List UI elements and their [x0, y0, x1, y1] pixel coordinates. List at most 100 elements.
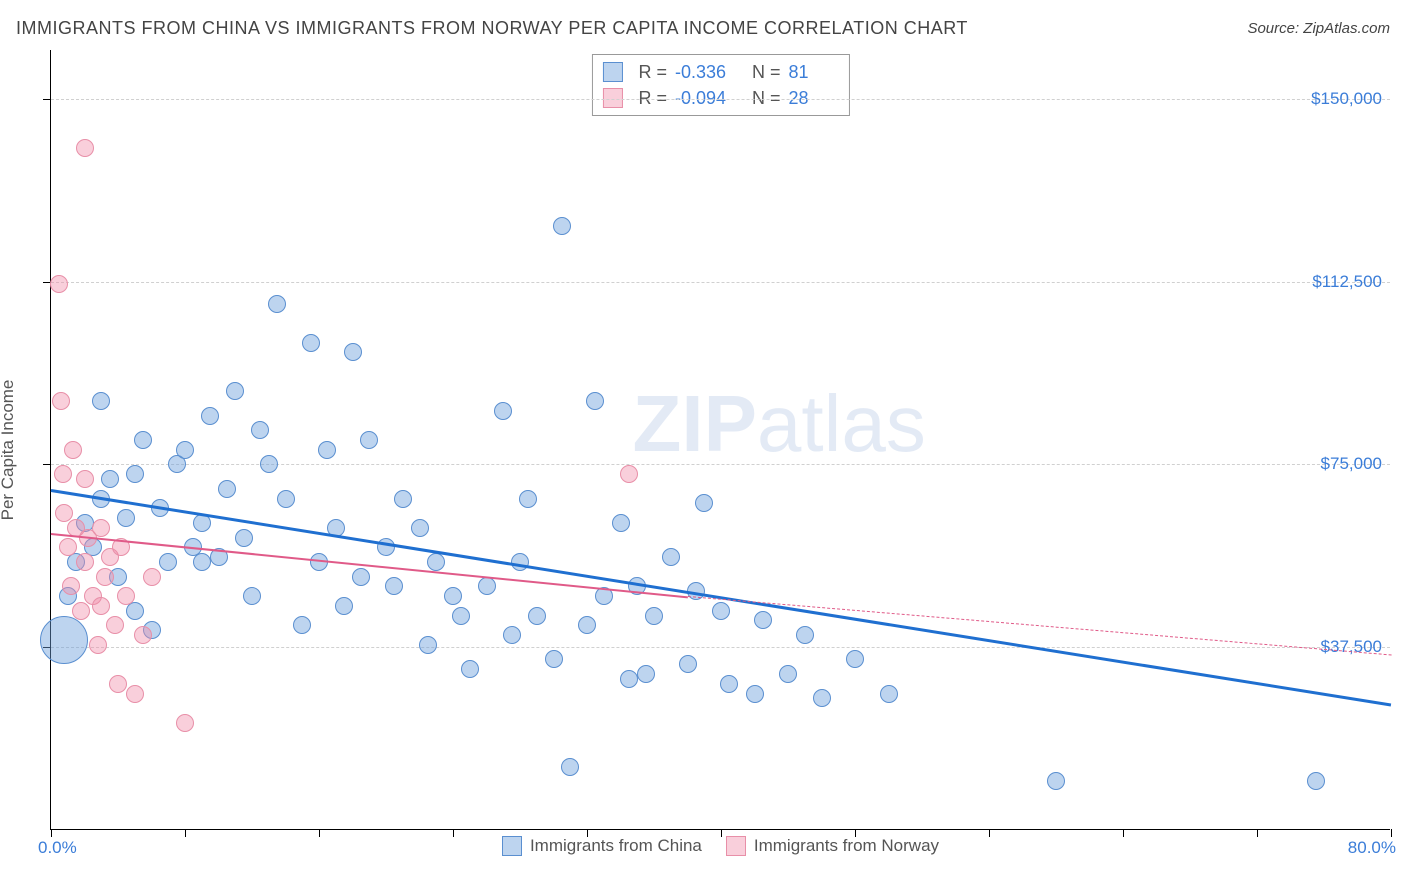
data-point — [394, 490, 412, 508]
data-point — [226, 382, 244, 400]
data-point — [712, 602, 730, 620]
data-point — [201, 407, 219, 425]
data-point — [461, 660, 479, 678]
data-point — [251, 421, 269, 439]
plot-area: ZIPatlas R = -0.336 N = 81R = -0.094 N =… — [50, 50, 1390, 830]
data-point — [109, 675, 127, 693]
data-point — [779, 665, 797, 683]
data-point — [620, 465, 638, 483]
data-point — [637, 665, 655, 683]
data-point — [720, 675, 738, 693]
data-point — [50, 275, 68, 293]
data-point — [318, 441, 336, 459]
data-point — [235, 529, 253, 547]
data-point — [846, 650, 864, 668]
data-point — [101, 470, 119, 488]
y-tick-label: $112,500 — [1312, 272, 1382, 292]
data-point — [76, 553, 94, 571]
data-point — [89, 636, 107, 654]
data-point — [277, 490, 295, 508]
data-point — [352, 568, 370, 586]
data-point — [494, 402, 512, 420]
data-point — [478, 577, 496, 595]
data-point — [76, 139, 94, 157]
data-point — [586, 392, 604, 410]
gridline — [51, 99, 1390, 100]
data-point — [92, 519, 110, 537]
data-point — [126, 465, 144, 483]
data-point — [645, 607, 663, 625]
data-point — [96, 568, 114, 586]
data-point — [72, 602, 90, 620]
y-tick-label: $150,000 — [1311, 89, 1382, 109]
gridline — [51, 464, 1390, 465]
data-point — [528, 607, 546, 625]
data-point — [134, 431, 152, 449]
data-point — [503, 626, 521, 644]
y-axis-title: Per Capita Income — [0, 380, 18, 521]
data-point — [452, 607, 470, 625]
data-point — [360, 431, 378, 449]
x-max-label: 80.0% — [1348, 838, 1396, 858]
data-point — [813, 689, 831, 707]
data-point — [176, 441, 194, 459]
data-point — [662, 548, 680, 566]
data-point — [92, 597, 110, 615]
data-point — [545, 650, 563, 668]
data-point — [126, 685, 144, 703]
data-point — [106, 616, 124, 634]
data-point — [335, 597, 353, 615]
data-point — [59, 538, 77, 556]
data-point — [553, 217, 571, 235]
data-point — [612, 514, 630, 532]
watermark: ZIPatlas — [632, 378, 925, 470]
data-point — [302, 334, 320, 352]
legend-swatch — [602, 62, 622, 82]
data-point — [54, 465, 72, 483]
data-point — [117, 587, 135, 605]
data-point — [411, 519, 429, 537]
data-point — [134, 626, 152, 644]
data-point — [746, 685, 764, 703]
data-point — [64, 441, 82, 459]
x-tick — [1391, 829, 1392, 837]
stats-row: R = -0.336 N = 81 — [602, 59, 838, 85]
gridline — [51, 282, 1390, 283]
data-point — [117, 509, 135, 527]
data-point — [62, 577, 80, 595]
data-point — [578, 616, 596, 634]
data-point — [427, 553, 445, 571]
data-point — [679, 655, 697, 673]
data-point — [218, 480, 236, 498]
data-point — [444, 587, 462, 605]
data-point — [620, 670, 638, 688]
data-point — [561, 758, 579, 776]
data-point — [754, 611, 772, 629]
data-point — [40, 616, 88, 664]
data-point — [268, 295, 286, 313]
data-point — [344, 343, 362, 361]
data-point — [176, 714, 194, 732]
data-point — [243, 587, 261, 605]
data-point — [193, 553, 211, 571]
data-point — [519, 490, 537, 508]
data-point — [1307, 772, 1325, 790]
data-point — [880, 685, 898, 703]
data-point — [260, 455, 278, 473]
data-point — [159, 553, 177, 571]
data-point — [419, 636, 437, 654]
data-point — [1047, 772, 1065, 790]
stats-legend: R = -0.336 N = 81R = -0.094 N = 28 — [591, 54, 849, 116]
gridline — [51, 647, 1390, 648]
data-point — [52, 392, 70, 410]
data-point — [92, 392, 110, 410]
data-point — [385, 577, 403, 595]
data-point — [76, 470, 94, 488]
y-tick-label: $37,500 — [1321, 637, 1382, 657]
data-point — [143, 568, 161, 586]
data-point — [695, 494, 713, 512]
source-label: Source: ZipAtlas.com — [1247, 20, 1390, 37]
chart-title: IMMIGRANTS FROM CHINA VS IMMIGRANTS FROM… — [16, 18, 968, 39]
x-min-label: 0.0% — [38, 838, 77, 858]
data-point — [293, 616, 311, 634]
